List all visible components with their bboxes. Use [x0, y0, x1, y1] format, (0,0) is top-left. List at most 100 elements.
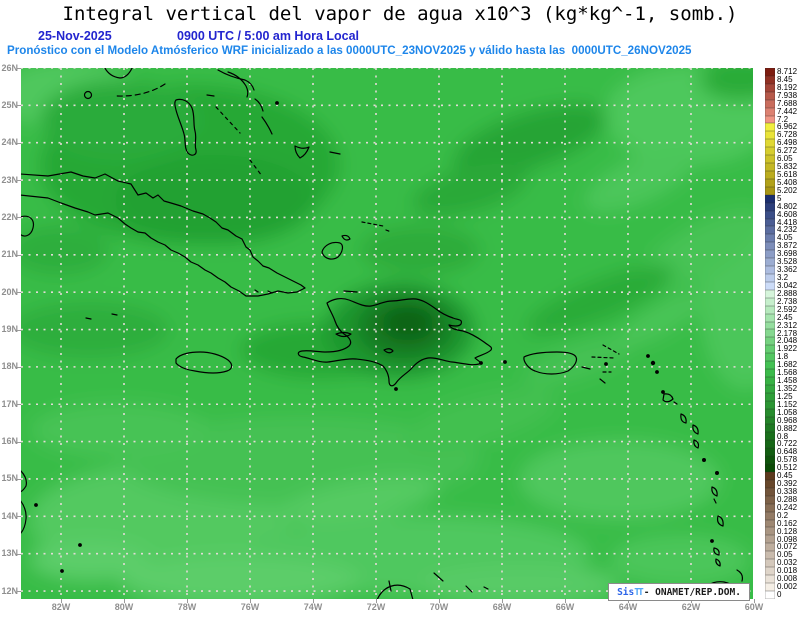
colorbar-swatch	[765, 170, 775, 179]
lon-label-68W: 68W	[492, 602, 512, 612]
colorbar-value: 0.648	[777, 447, 798, 457]
coastline-exuma-chain	[215, 106, 241, 134]
coastline-grenada	[716, 515, 724, 527]
coastline-barbuda	[646, 354, 650, 358]
coastline-abaco	[217, 69, 255, 91]
colorbar-value: 0.242	[777, 502, 798, 512]
colorbar-value: 0.512	[777, 463, 798, 473]
lat-label-20N: 20N	[1, 286, 18, 297]
colorbar-value: 7.938	[777, 90, 798, 100]
coastline-guajira-venezuela	[376, 584, 414, 599]
lon-tick	[691, 599, 692, 603]
colorbar-value: 2.888	[777, 288, 798, 298]
lon-tick	[439, 599, 440, 603]
colorbar-swatch	[765, 448, 775, 457]
lat-tick	[17, 478, 21, 480]
colorbar-value: 5.408	[777, 177, 798, 187]
coastline-jamaica	[175, 351, 233, 374]
watermark-tt: TT	[634, 586, 644, 598]
lon-label-74W: 74W	[303, 602, 323, 612]
coastline-bonaire	[465, 585, 489, 593]
colorbar-value: 1.922	[777, 344, 798, 354]
colorbar-swatch	[765, 384, 775, 393]
colorbar-swatch	[765, 424, 775, 433]
colorbar-value: 4.232	[777, 225, 798, 235]
colorbar-value: 0.882	[777, 423, 798, 433]
coastline-montserrat	[655, 370, 659, 374]
colorbar-value: 1.682	[777, 360, 798, 370]
colorbar-value: 6.498	[777, 138, 798, 148]
colorbar-value: 5.202	[777, 185, 798, 195]
colorbar-swatch	[765, 519, 775, 528]
colorbar-swatch	[765, 289, 775, 298]
colorbar-value: 7.688	[777, 98, 798, 108]
colorbar-swatch	[765, 337, 775, 346]
colorbar-value: 7.2	[777, 114, 789, 124]
colorbar-value: 0.968	[777, 415, 798, 425]
colorbar-swatch	[765, 305, 775, 314]
colorbar-swatch	[765, 369, 775, 377]
colorbar-value: 5	[777, 193, 782, 203]
coastline-cat-island	[254, 98, 264, 112]
colorbar-swatch	[765, 376, 775, 385]
lat-tick	[17, 180, 21, 182]
colorbar-swatch	[765, 131, 775, 140]
coastline-stkitts-nevis	[599, 378, 606, 384]
coastline-mayaguana	[329, 151, 341, 155]
colorbar	[765, 68, 775, 599]
lat-tick	[17, 68, 21, 69]
colorbar-swatch	[765, 543, 775, 552]
colorbar-value: 0.288	[777, 494, 798, 504]
colorbar-value: 0.392	[777, 479, 798, 489]
coastline-isla-beata	[394, 387, 398, 391]
colorbar-swatch	[765, 258, 775, 267]
colorbar-value: 1.458	[777, 376, 798, 386]
watermark-onamet: - ONAMET/REP.DOM.	[643, 586, 741, 598]
colorbar-swatch	[765, 535, 775, 544]
colorbar-value: 5.618	[777, 169, 798, 179]
lat-label-16N: 16N	[1, 436, 18, 447]
colorbar-swatch	[765, 155, 775, 164]
colorbar-value: 0.032	[777, 558, 798, 568]
colorbar-swatch	[765, 210, 775, 219]
coastline-cayman-islands	[85, 313, 118, 320]
coastline-saba	[604, 362, 608, 366]
colorbar-value: 0.018	[777, 566, 798, 576]
colorbar-swatch	[765, 297, 775, 306]
colorbar-value: 0.098	[777, 534, 798, 544]
colorbar-value: 0.072	[777, 542, 798, 552]
coastline-st-lucia	[693, 439, 700, 449]
coastline-st-vincent	[701, 458, 706, 463]
valid-date-label: 25-Nov-2025	[38, 29, 112, 43]
lat-label-23N: 23N	[1, 174, 18, 185]
colorbar-swatch	[765, 75, 775, 84]
colorbar-swatch	[765, 68, 775, 76]
forecast-description: Pronóstico con el Modelo Atmósferico WRF…	[7, 44, 692, 57]
colorbar-swatch	[765, 107, 775, 116]
colorbar-swatch	[765, 416, 775, 425]
colorbar-value: 0	[777, 590, 782, 600]
coastline-martinique	[692, 424, 699, 435]
coastline-little-inagua	[341, 234, 351, 241]
coastline-turks-caicos	[361, 221, 392, 233]
lon-tick	[124, 599, 125, 603]
colorbar-value: 0.2	[777, 510, 789, 520]
lon-tick	[628, 599, 629, 603]
colorbar-value: 8.192	[777, 82, 798, 92]
graticule-gridlines	[21, 68, 753, 599]
colorbar-value: 3.2	[777, 273, 789, 283]
colorbar-value: 4.608	[777, 209, 798, 219]
lat-tick	[17, 366, 21, 368]
lat-tick	[17, 404, 21, 406]
colorbar-value: 0.722	[777, 439, 798, 449]
lon-label-78W: 78W	[177, 602, 197, 612]
colorbar-swatch	[765, 321, 775, 330]
coastline-central-america	[21, 470, 27, 534]
lon-label-62W: 62W	[681, 602, 701, 612]
colorbar-swatch	[765, 582, 775, 591]
coastline-tortue	[343, 290, 358, 293]
colorbar-value: 1.8	[777, 352, 789, 362]
